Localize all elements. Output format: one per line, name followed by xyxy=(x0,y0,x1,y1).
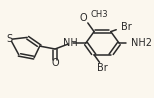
Text: O: O xyxy=(79,13,87,23)
Text: O: O xyxy=(51,58,59,68)
Text: CH3: CH3 xyxy=(91,10,108,19)
Text: NH: NH xyxy=(63,38,78,48)
Text: Br: Br xyxy=(97,63,108,73)
Text: NH2: NH2 xyxy=(131,38,152,48)
Text: Br: Br xyxy=(121,22,132,32)
Text: S: S xyxy=(7,34,13,44)
